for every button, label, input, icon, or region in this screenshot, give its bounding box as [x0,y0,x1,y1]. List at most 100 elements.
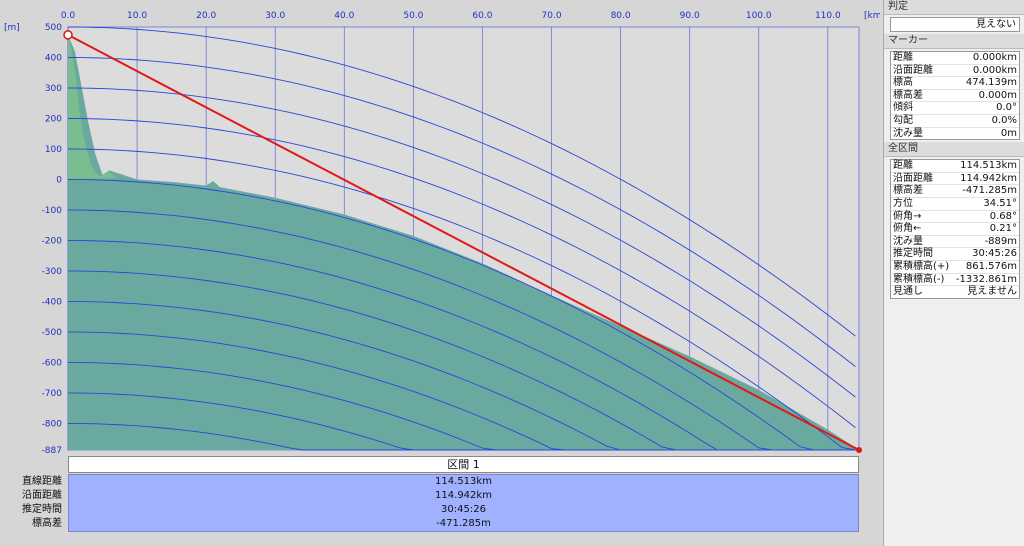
marker-key: 沿面距離 [893,64,933,76]
all-section-key: 見通し [893,286,923,298]
marker-row: 沿面距離 0.000km [891,65,1019,78]
all-section-row: 方位 34.51° [891,198,1019,211]
all-section-value: 114.513km [960,160,1017,172]
marker-key: 傾斜 [893,102,913,114]
all-section-value: -889m [984,235,1017,247]
all-section-row: 推定時間 30:45:26 [891,248,1019,261]
marker-row: 傾斜 0.0° [891,102,1019,115]
x-tick-label: 60.0 [472,11,492,21]
all-section-value: 861.576m [965,260,1017,272]
marker-value: 0.0% [991,114,1017,126]
all-section-value: 114.942km [960,172,1017,184]
start-marker-icon [63,30,73,40]
y-tick-label: -887 [42,446,62,456]
all-section-key: 累積標高(+) [893,260,950,272]
segment-value: -471.285m [436,518,491,529]
all-section-row: 累積標高(+) 861.576m [891,261,1019,274]
segment-label: 推定時間 [22,504,62,515]
x-tick-label: 90.0 [680,11,700,21]
all-section-key: 推定時間 [893,248,933,260]
all-section-key: 俯角← [893,223,922,235]
marker-value: 0.000km [972,52,1017,63]
marker-key: 距離 [893,52,913,63]
y-tick-label: 200 [45,114,62,124]
y-tick-label: 100 [45,145,62,155]
all-section-value: 0.21° [989,223,1017,235]
all-section-value: 見えません [967,286,1017,298]
segment-header[interactable]: 区間 1 [68,456,859,473]
marker-value: 0.000m [978,89,1017,101]
marker-key: 標高差 [893,89,923,101]
curvature-line [67,179,856,451]
marker-value: 0.000km [972,64,1017,76]
all-section-row: 沈み量 -889m [891,236,1019,249]
y-tick-label: -800 [42,419,63,429]
all-section-row: 俯角→ 0.68° [891,211,1019,224]
y-tick-label: 400 [45,53,62,63]
y-tick-label: -400 [42,297,63,307]
marker-value: 0m [1000,127,1017,139]
curvature-line [67,118,856,428]
all-section-key: 沿面距離 [893,172,933,184]
marker-title: マーカー [884,34,1024,49]
marker-row: 沈み量 0m [891,128,1019,140]
segment-label: 標高差 [32,518,62,529]
curvature-line [67,26,856,337]
curvature-line [67,87,856,398]
info-panel: 判定 見えない マーカー 距離 0.000km 沿面距離 0.000km 標高 474.1… [883,0,1024,546]
x-tick-label: 70.0 [542,11,562,21]
all-section-row: 沿面距離 114.942km [891,173,1019,186]
x-unit-label: [km] [864,11,880,21]
all-section-value: 0.68° [989,210,1017,222]
marker-key: 勾配 [893,114,913,126]
y-tick-label: -700 [42,389,63,399]
x-tick-label: 80.0 [611,11,631,21]
y-tick-label: 0 [56,175,62,185]
judge-result: 見えない [890,17,1020,32]
x-tick-label: 110.0 [815,11,841,21]
all-section-row: 標高差 -471.285m [891,185,1019,198]
x-tick-label: 0.0 [61,11,76,21]
segment-value: 30:45:26 [441,504,486,515]
all-section-row: 距離 114.513km [891,160,1019,173]
marker-value: 0.0° [996,102,1017,114]
x-tick-label: 10.0 [127,11,147,21]
y-tick-label: -100 [42,206,63,216]
segment-label: 直線距離 [22,476,62,487]
all-section-row: 累積標高(-) -1332.861m [891,274,1019,287]
marker-row: 距離 0.000km [891,52,1019,65]
y-tick-label: -500 [42,328,63,338]
curvature-line [67,57,856,368]
all-section-table: 距離 114.513km 沿面距離 114.942km 標高差 -471.285m 方位 34… [890,159,1020,299]
x-tick-label: 40.0 [334,11,354,21]
all-section-value: -1332.861m [955,273,1017,285]
all-section-key: 標高差 [893,185,923,197]
all-section-row: 俯角← 0.21° [891,223,1019,236]
x-tick-label: 30.0 [265,11,285,21]
x-tick-label: 50.0 [403,11,423,21]
marker-row: 標高 474.139m [891,77,1019,90]
all-section-key: 方位 [893,197,913,209]
all-section-key: 距離 [893,160,913,172]
all-section-key: 俯角→ [893,210,922,222]
curvature-line [67,209,856,451]
all-section-row: 見通し 見えません [891,286,1019,298]
judge-title: 判定 [884,0,1024,15]
y-tick-label: 300 [45,84,62,94]
end-marker-icon [856,447,862,453]
y-tick-label: 500 [45,23,62,33]
elevation-profile-svg[interactable]: 0.0 10.0 20.0 30.0 40.0 50.0 60.0 70.0 80.0 90.0 1… [0,0,880,458]
line-of-sight [67,34,860,451]
marker-key: 沈み量 [893,127,923,139]
marker-table: 距離 0.000km 沿面距離 0.000km 標高 474.139m 標高差 0.000m 傾… [890,51,1020,141]
marker-row: 勾配 0.0% [891,115,1019,128]
all-section-value: -471.285m [962,185,1017,197]
marker-value: 474.139m [965,77,1017,89]
segment-labels: 直線距離 沿面距離 推定時間 標高差 [2,475,66,531]
curvature-line [67,423,856,451]
all-section-value: 30:45:26 [972,248,1017,260]
profile-chart[interactable]: 0.0 10.0 20.0 30.0 40.0 50.0 60.0 70.0 80.0 90.0 1… [0,0,880,458]
all-section-key: 累積標高(-) [893,273,945,285]
segment-value: 114.513km [435,476,492,487]
vegetation-area [68,34,117,180]
